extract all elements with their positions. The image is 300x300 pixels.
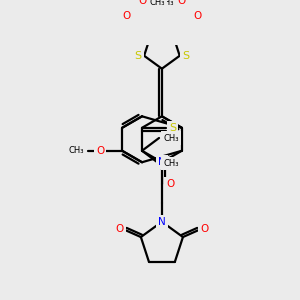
Text: O: O: [177, 0, 185, 6]
Text: O: O: [166, 179, 175, 189]
Text: CH₃: CH₃: [150, 0, 165, 7]
Text: O: O: [138, 0, 146, 6]
Text: CH₃: CH₃: [68, 146, 84, 155]
Text: O: O: [194, 11, 202, 21]
Text: CH₃: CH₃: [163, 134, 179, 142]
Text: S: S: [182, 51, 189, 61]
Text: CH₃: CH₃: [158, 0, 174, 7]
Text: N: N: [158, 157, 166, 167]
Text: S: S: [135, 51, 142, 61]
Text: N: N: [158, 217, 166, 227]
Text: O: O: [200, 224, 208, 233]
Text: CH₃: CH₃: [163, 159, 179, 168]
Text: O: O: [122, 11, 130, 21]
Text: O: O: [96, 146, 104, 156]
Text: S: S: [169, 123, 176, 133]
Text: O: O: [116, 224, 124, 233]
